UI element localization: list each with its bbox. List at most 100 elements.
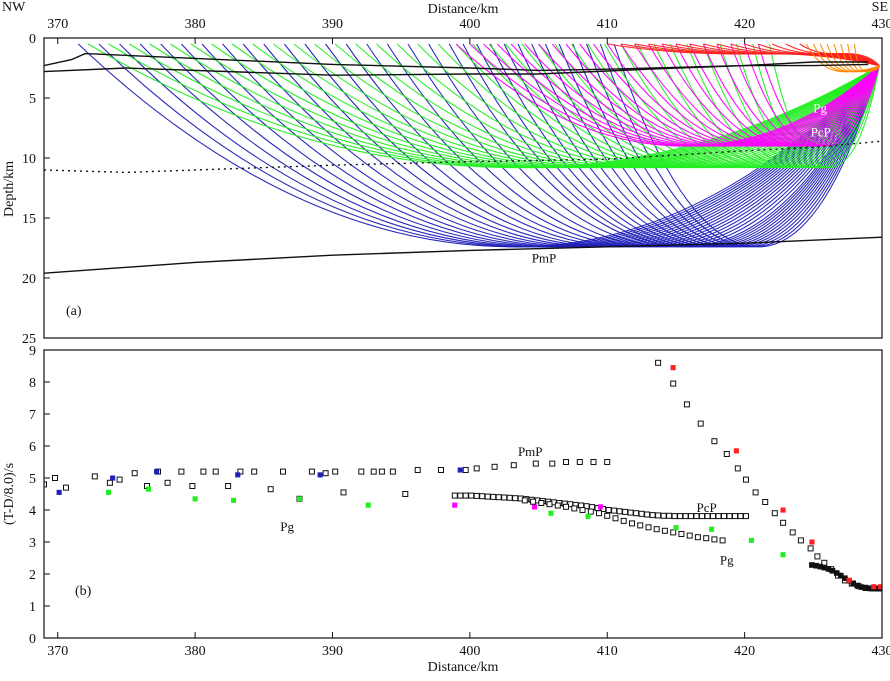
point-shallow-branch-observed — [671, 365, 676, 370]
point-PmP-calculated — [341, 490, 346, 495]
point-Pg-calculated — [522, 498, 527, 503]
point-PcP-calculated — [463, 493, 468, 498]
point-PmP-calculated — [190, 484, 195, 489]
point-PcP-calculated — [661, 513, 666, 518]
point-Pg-calculated — [630, 521, 635, 526]
point-Pg-observed — [781, 553, 786, 558]
point-shallow-branch-calculated — [753, 490, 758, 495]
point-PcP-calculated — [672, 514, 677, 519]
point-PmP-calculated — [92, 474, 97, 479]
point-Pg-observed — [749, 538, 754, 543]
point-PcP-calculated — [513, 496, 518, 501]
point-Pg-calculated — [662, 528, 667, 533]
point-Pg-calculated — [720, 538, 725, 543]
point-shallow-branch-calculated — [684, 402, 689, 407]
point-PmP-observed — [57, 490, 62, 495]
point-PmP-calculated — [201, 469, 206, 474]
point-PcP-calculated — [491, 494, 496, 499]
point-Pg-calculated — [605, 513, 610, 518]
phase-label-PcP: PcP — [811, 125, 831, 140]
point-PmP-calculated — [533, 461, 538, 466]
phase-label-Pg: Pg — [813, 101, 827, 116]
point-PmP-calculated — [577, 460, 582, 465]
point-PcP-calculated — [617, 509, 622, 514]
point-shallow-branch-calculated — [790, 530, 795, 535]
point-PcP-calculated — [612, 508, 617, 513]
point-PcP-calculated — [650, 513, 655, 518]
point-PcP-calculated — [656, 513, 661, 518]
tick-label-y-time: 0 — [29, 632, 36, 647]
corner-label-se: SE — [872, 0, 888, 15]
point-PcP-calculated — [606, 508, 611, 513]
point-Pg-calculated — [712, 537, 717, 542]
travel-time-points — [42, 360, 885, 591]
point-PmP-observed — [110, 476, 115, 481]
tick-label-x-bottom: 390 — [322, 644, 343, 659]
phase-label-PmP: PmP — [518, 444, 543, 459]
ray-Pg-6 — [212, 44, 880, 168]
point-PcP-calculated — [452, 493, 457, 498]
point-PmP-observed — [458, 468, 463, 473]
point-PcP-calculated — [733, 514, 738, 519]
point-PcP-calculated — [469, 493, 474, 498]
point-Pg-calculated — [671, 530, 676, 535]
point-Pg-calculated — [572, 506, 577, 511]
tick-label-y-depth: 10 — [22, 152, 36, 167]
tick-label-x-bottom: 410 — [597, 644, 618, 659]
tick-label-y-time: 9 — [29, 344, 36, 359]
point-shallow-branch-calculated — [763, 500, 768, 505]
point-Pg-observed — [231, 498, 236, 503]
point-Pg-calculated — [597, 511, 602, 516]
point-PmP-calculated — [390, 469, 395, 474]
point-Pg-calculated — [588, 509, 593, 514]
point-Pg-observed — [674, 525, 679, 530]
point-shallow-branch-calculated — [815, 554, 820, 559]
point-PcP-observed — [453, 503, 458, 508]
point-shallow-branch-calculated — [712, 439, 717, 444]
point-Pg-calculated — [621, 518, 626, 523]
tick-label-y-depth: 15 — [22, 212, 36, 227]
point-Pg-observed — [106, 490, 111, 495]
point-PmP-calculated — [165, 480, 170, 485]
tick-label-y-depth: 20 — [22, 272, 36, 287]
point-PmP-calculated — [333, 469, 338, 474]
tick-label-y-time: 5 — [29, 472, 36, 487]
point-PcP-calculated — [722, 514, 727, 519]
corner-label-nw: NW — [2, 0, 26, 15]
point-shallow-branch-observed — [781, 508, 786, 513]
point-shallow-branch-calculated — [772, 511, 777, 516]
tick-label-x-bottom: 380 — [185, 644, 206, 659]
point-PmP-calculated — [107, 480, 112, 485]
point-PmP-calculated — [474, 466, 479, 471]
point-shallow-branch-calculated — [724, 452, 729, 457]
point-PmP-calculated — [53, 476, 58, 481]
point-PmP-calculated — [179, 469, 184, 474]
point-Pg-observed — [586, 514, 591, 519]
point-Pg-calculated — [646, 525, 651, 530]
point-PmP-calculated — [463, 468, 468, 473]
phase-label-PmP: PmP — [532, 251, 557, 266]
point-shallow-branch-calculated — [656, 360, 661, 365]
tick-label-x-top: 390 — [322, 17, 343, 32]
point-PmP-calculated — [415, 468, 420, 473]
tick-label-y-time: 7 — [29, 408, 36, 423]
point-Pg-calculated — [547, 502, 552, 507]
point-PcP-calculated — [623, 509, 628, 514]
point-Pg-calculated — [531, 499, 536, 504]
point-PcP-calculated — [507, 495, 512, 500]
interface-upper-layer-base — [44, 62, 868, 75]
tick-label-x-bottom: 400 — [459, 644, 480, 659]
point-PmP-calculated — [564, 460, 569, 465]
point-shallow-branch-observed — [847, 578, 852, 583]
point-PcP-calculated — [485, 494, 490, 499]
point-PmP-calculated — [591, 460, 596, 465]
tick-label-x-top: 420 — [734, 17, 755, 32]
point-PcP-calculated — [634, 511, 639, 516]
point-PcP-calculated — [474, 493, 479, 498]
point-PmP-observed — [318, 473, 323, 478]
panel-b-x-axis-title: Distance/km — [428, 660, 499, 675]
panel-a-x-axis-title: Distance/km — [428, 2, 499, 17]
point-Pg-calculated — [679, 532, 684, 537]
point-Pg-observed — [709, 527, 714, 532]
